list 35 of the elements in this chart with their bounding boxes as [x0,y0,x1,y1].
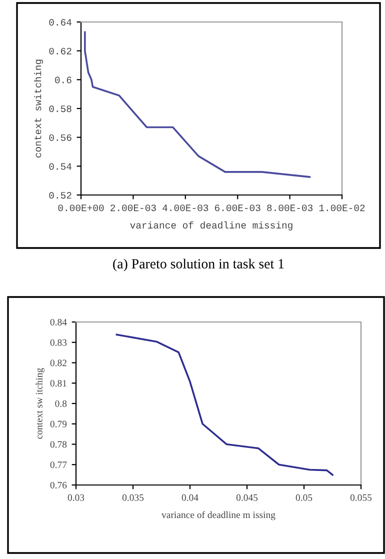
x-tick-label: 0.03 [68,494,84,501]
y-tick-label: 0.58 [49,106,72,112]
y-tick-label: 0.62 [49,48,72,54]
y-tick-label: 0.83 [50,339,67,346]
x-tick-label: 0.045 [236,494,258,501]
x-tick-label: 4.00E-03 [162,204,208,212]
x-tick-label: 2.00E-03 [110,204,156,212]
x-tick-label: 1.00E-02 [319,204,365,212]
x-tick-label: 0.055 [350,494,372,501]
text: (a) Pareto solution in task set 1 [113,258,284,272]
y-tick-label: 0.76 [50,482,67,489]
y-tick-label: 0.56 [49,134,72,141]
x-tick-label: 0.035 [122,494,144,501]
y-tick-label: 0.52 [49,192,72,199]
y-tick-label: 0.82 [50,360,66,366]
y-tick-label: 0.78 [50,441,67,448]
y-tick-label: 0.8 [55,400,67,408]
x-tick-label: 0.05 [296,494,312,501]
x-axis-title: variance of deadline missing [130,221,292,230]
x-tick-label: 6.00E-03 [214,204,260,212]
x-tick-label: 0.00E+00 [58,204,104,212]
y-axis-title: context switching [34,60,44,158]
y-tick-label: 0.77 [50,462,67,468]
y-tick-label: 0.64 [49,19,72,26]
y-tick-label: 0.84 [50,318,67,326]
y-tick-label: 0.54 [49,163,72,170]
y-tick-label: 0.6 [55,76,72,84]
x-axis-title: variance of deadline m issing [162,511,276,520]
y-tick-label: 0.79 [50,420,67,428]
x-tick-label: 8.00E-03 [267,204,313,212]
y-axis-title: context sw itching [36,368,44,439]
y-tick-label: 0.81 [50,380,66,387]
line-series [84,31,311,178]
line-series [116,334,334,476]
x-tick-label: 0.04 [182,494,198,501]
